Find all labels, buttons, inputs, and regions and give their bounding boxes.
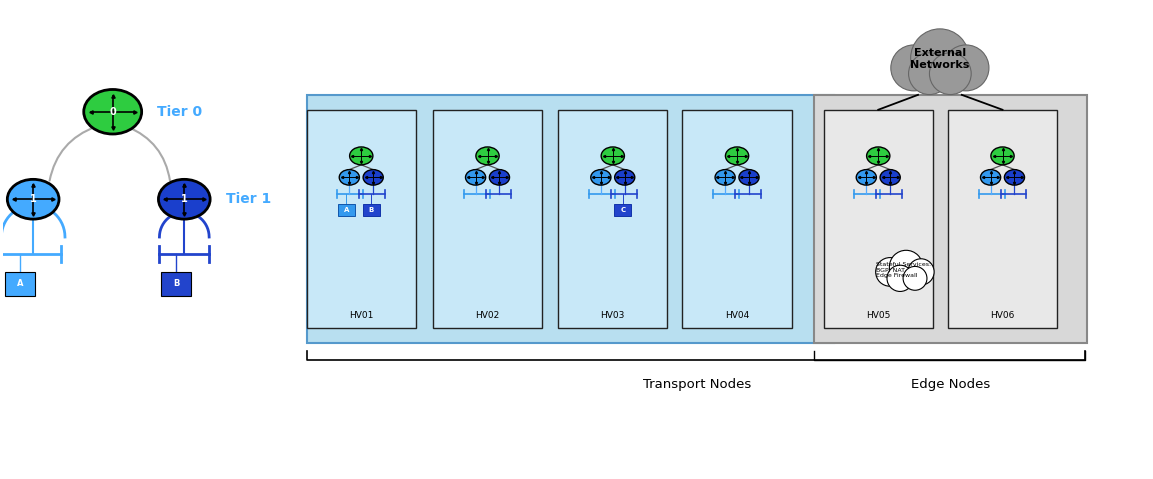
Ellipse shape [601, 147, 625, 165]
Ellipse shape [867, 147, 890, 165]
Text: HV01: HV01 [349, 311, 374, 320]
Ellipse shape [363, 170, 383, 185]
FancyBboxPatch shape [6, 272, 35, 296]
Circle shape [891, 45, 936, 91]
Text: A: A [344, 207, 349, 213]
Ellipse shape [590, 170, 611, 185]
Ellipse shape [725, 147, 748, 165]
FancyBboxPatch shape [432, 110, 542, 329]
Ellipse shape [715, 170, 736, 185]
Ellipse shape [489, 170, 510, 185]
Ellipse shape [339, 170, 360, 185]
FancyBboxPatch shape [161, 272, 191, 296]
Circle shape [875, 258, 904, 286]
Ellipse shape [615, 170, 635, 185]
Text: C: C [620, 207, 625, 213]
FancyBboxPatch shape [814, 95, 1087, 343]
Text: Stateful Services:
BGP, NAT
Edge Firewall: Stateful Services: BGP, NAT Edge Firewal… [875, 262, 930, 278]
Ellipse shape [349, 147, 372, 165]
Text: Transport Nodes: Transport Nodes [642, 378, 751, 391]
Ellipse shape [857, 170, 876, 185]
FancyBboxPatch shape [948, 110, 1057, 329]
Ellipse shape [7, 179, 59, 219]
Ellipse shape [1004, 170, 1025, 185]
Circle shape [903, 266, 927, 290]
Text: HV03: HV03 [601, 311, 625, 320]
Ellipse shape [476, 147, 499, 165]
FancyBboxPatch shape [558, 110, 668, 329]
Text: Tier 1: Tier 1 [226, 192, 271, 206]
Circle shape [907, 259, 934, 285]
Ellipse shape [990, 147, 1015, 165]
Text: Edge Nodes: Edge Nodes [911, 378, 990, 391]
Circle shape [887, 265, 913, 291]
FancyBboxPatch shape [683, 110, 792, 329]
Circle shape [929, 53, 971, 94]
Text: B: B [369, 207, 374, 213]
Text: External
Networks: External Networks [910, 48, 970, 70]
Ellipse shape [980, 170, 1001, 185]
Text: 1: 1 [181, 194, 188, 204]
FancyBboxPatch shape [338, 204, 355, 217]
Circle shape [943, 45, 989, 91]
Ellipse shape [880, 170, 900, 185]
FancyBboxPatch shape [307, 110, 416, 329]
Text: Tier 0: Tier 0 [158, 105, 203, 119]
Text: HV06: HV06 [990, 311, 1015, 320]
Text: 1: 1 [30, 194, 37, 204]
Text: HV05: HV05 [866, 311, 890, 320]
Text: 0: 0 [110, 107, 116, 117]
Ellipse shape [739, 170, 759, 185]
Text: HV04: HV04 [725, 311, 749, 320]
Circle shape [911, 29, 970, 87]
Circle shape [889, 251, 922, 284]
FancyBboxPatch shape [615, 204, 631, 217]
Text: A: A [17, 279, 23, 288]
Text: HV02: HV02 [475, 311, 499, 320]
Text: B: B [173, 279, 180, 288]
FancyBboxPatch shape [823, 110, 933, 329]
Ellipse shape [84, 90, 142, 134]
Ellipse shape [466, 170, 485, 185]
Ellipse shape [158, 179, 210, 219]
FancyBboxPatch shape [307, 95, 834, 343]
FancyBboxPatch shape [363, 204, 379, 217]
Circle shape [909, 53, 950, 94]
